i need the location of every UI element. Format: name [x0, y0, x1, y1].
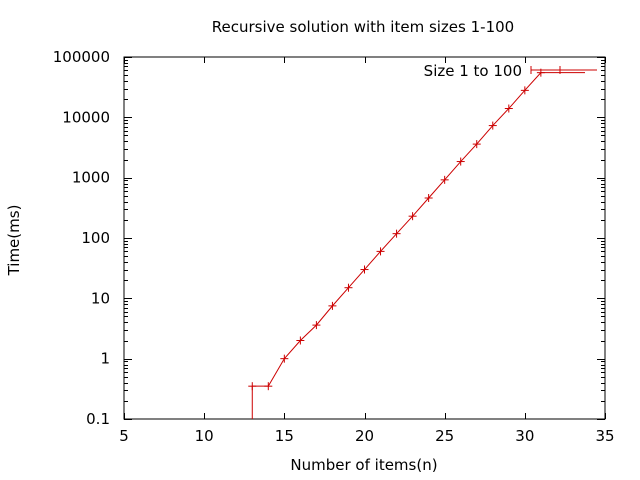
data-point	[456, 157, 465, 166]
data-point	[376, 247, 385, 256]
y-tick-label: 100000	[53, 48, 110, 66]
x-axis-ticks: 5 10 15 20 25 30 35	[119, 57, 615, 445]
x-axis-label: Number of items(n)	[290, 456, 437, 474]
x-tick-label: 35	[595, 427, 614, 445]
series-layer	[248, 68, 585, 419]
data-point	[360, 265, 369, 274]
x-tick-label: 5	[119, 427, 129, 445]
chart-title: Recursive solution with item sizes 1-100	[212, 18, 514, 36]
data-point	[504, 104, 513, 113]
data-point	[312, 321, 321, 330]
legend-label: Size 1 to 100	[424, 62, 522, 80]
x-tick-label: 15	[275, 427, 294, 445]
y-axis-label: Time(ms)	[5, 205, 23, 277]
data-point	[344, 283, 353, 292]
data-point	[488, 121, 497, 130]
data-point	[440, 175, 449, 184]
data-point	[520, 86, 529, 95]
x-tick-label: 25	[435, 427, 454, 445]
plot-frame	[123, 56, 606, 420]
data-point	[424, 194, 433, 203]
x-tick-label: 20	[355, 427, 374, 445]
data-point	[472, 140, 481, 149]
y-tick-label: 10000	[62, 108, 110, 126]
data-point	[280, 354, 289, 363]
data-point	[328, 301, 337, 310]
legend: Size 1 to 100	[424, 62, 597, 80]
data-point	[248, 382, 257, 391]
series-line	[252, 72, 585, 387]
y-tick-label: 10	[91, 289, 110, 307]
data-point	[392, 229, 401, 238]
y-axis-ticks: 0.1 1 10 100 1000 10000 100000	[53, 48, 605, 428]
y-tick-label: 1000	[72, 169, 110, 187]
y-tick-label: 1	[100, 350, 110, 368]
data-point	[408, 212, 417, 221]
x-tick-label: 10	[195, 427, 214, 445]
x-tick-label: 30	[515, 427, 534, 445]
plot-border	[123, 56, 606, 420]
y-tick-label: 0.1	[86, 410, 110, 428]
y-tick-label: 100	[81, 229, 110, 247]
data-point	[296, 336, 305, 345]
data-point	[264, 382, 273, 391]
